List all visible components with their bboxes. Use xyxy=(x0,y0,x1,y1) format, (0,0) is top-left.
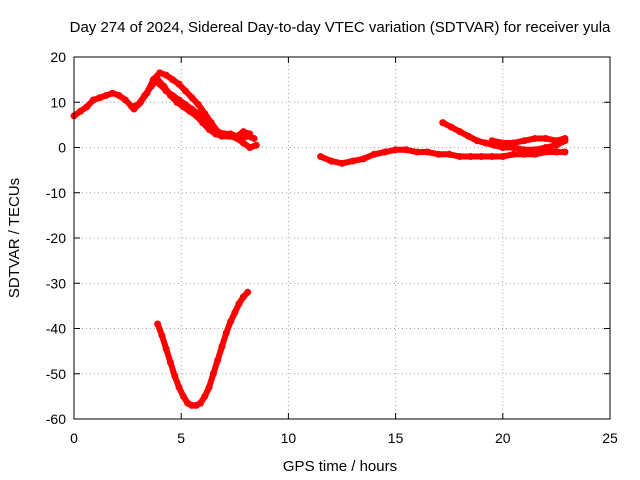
x-tick-label: 20 xyxy=(495,430,511,446)
x-tick-label: 15 xyxy=(388,430,404,446)
y-tick-label: 10 xyxy=(50,94,66,110)
y-tick-label: -20 xyxy=(46,230,66,246)
x-axis-label: GPS time / hours xyxy=(283,458,397,475)
series-3 xyxy=(154,288,252,409)
y-tick-label: 20 xyxy=(50,49,66,65)
x-tick-label: 10 xyxy=(281,430,297,446)
series-6 xyxy=(488,134,569,147)
y-tick-label: -30 xyxy=(46,275,66,291)
y-tick-label: -40 xyxy=(46,321,66,337)
grid-lines xyxy=(74,57,610,419)
series-5 xyxy=(439,119,569,154)
data-point xyxy=(246,130,254,138)
data-point xyxy=(252,141,260,149)
x-tick-label: 5 xyxy=(177,430,185,446)
data-point xyxy=(250,134,258,142)
y-tick-label: -50 xyxy=(46,366,66,382)
series-2 xyxy=(156,80,254,140)
y-tick-label: 0 xyxy=(58,140,66,156)
data-point xyxy=(561,148,569,156)
axis-ticks: 0 5 10 15 20 25 -60 -50 -40 -30 -20 -10 0 10 20 xyxy=(46,49,618,446)
y-axis-label: SDTVAR / TECUs xyxy=(6,178,23,298)
x-tick-label: 25 xyxy=(602,430,618,446)
chart-title: Day 274 of 2024, Sidereal Day-to-day VTE… xyxy=(70,19,611,36)
x-tick-label: 0 xyxy=(70,430,78,446)
y-tick-label: -10 xyxy=(46,185,66,201)
data-point xyxy=(561,134,569,142)
data-point xyxy=(244,288,252,296)
y-tick-label: -60 xyxy=(46,411,66,427)
data-points xyxy=(70,69,569,409)
